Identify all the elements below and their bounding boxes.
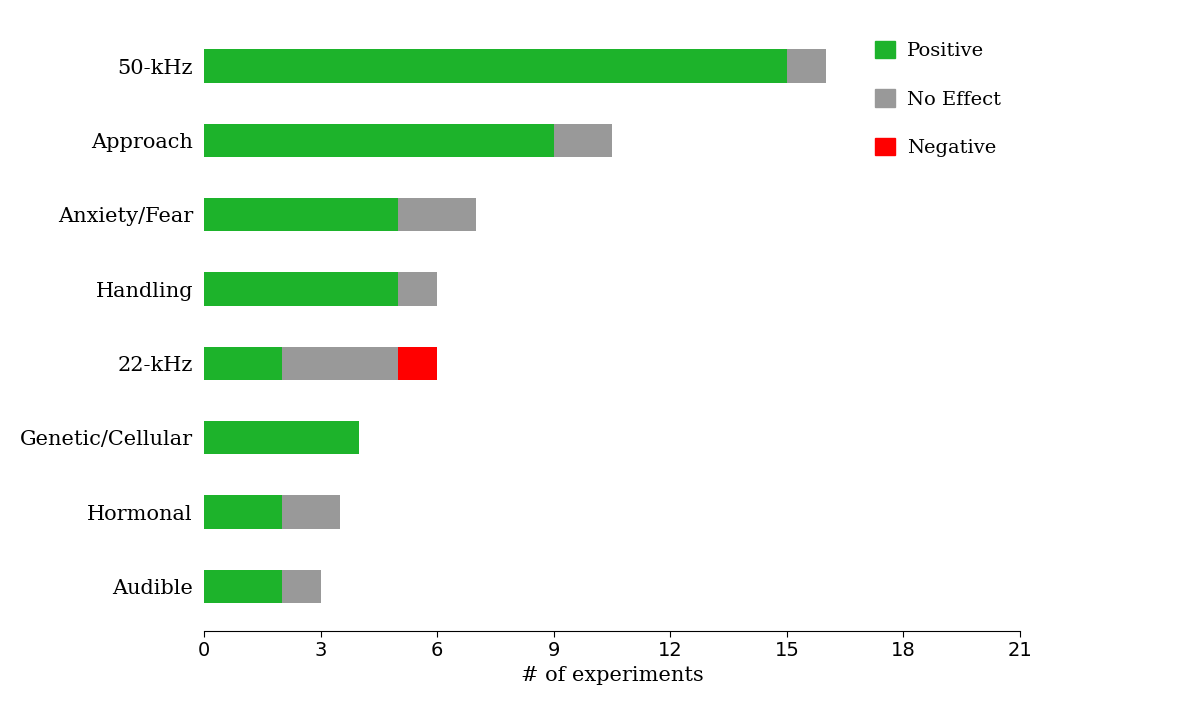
Bar bbox=[282, 495, 340, 528]
Bar bbox=[204, 124, 553, 157]
Legend: Positive, No Effect, Negative: Positive, No Effect, Negative bbox=[865, 32, 1010, 167]
X-axis label: # of experiments: # of experiments bbox=[521, 666, 703, 685]
Bar bbox=[398, 347, 437, 380]
Bar bbox=[553, 124, 612, 157]
Bar bbox=[204, 495, 282, 528]
Bar bbox=[787, 49, 826, 83]
Bar bbox=[204, 347, 282, 380]
Bar bbox=[204, 198, 398, 232]
Bar bbox=[398, 198, 476, 232]
Bar bbox=[204, 421, 360, 455]
Bar bbox=[204, 272, 398, 305]
Bar bbox=[398, 272, 437, 305]
Bar bbox=[204, 49, 787, 83]
Bar bbox=[204, 569, 282, 603]
Bar bbox=[282, 569, 320, 603]
Bar bbox=[282, 347, 398, 380]
